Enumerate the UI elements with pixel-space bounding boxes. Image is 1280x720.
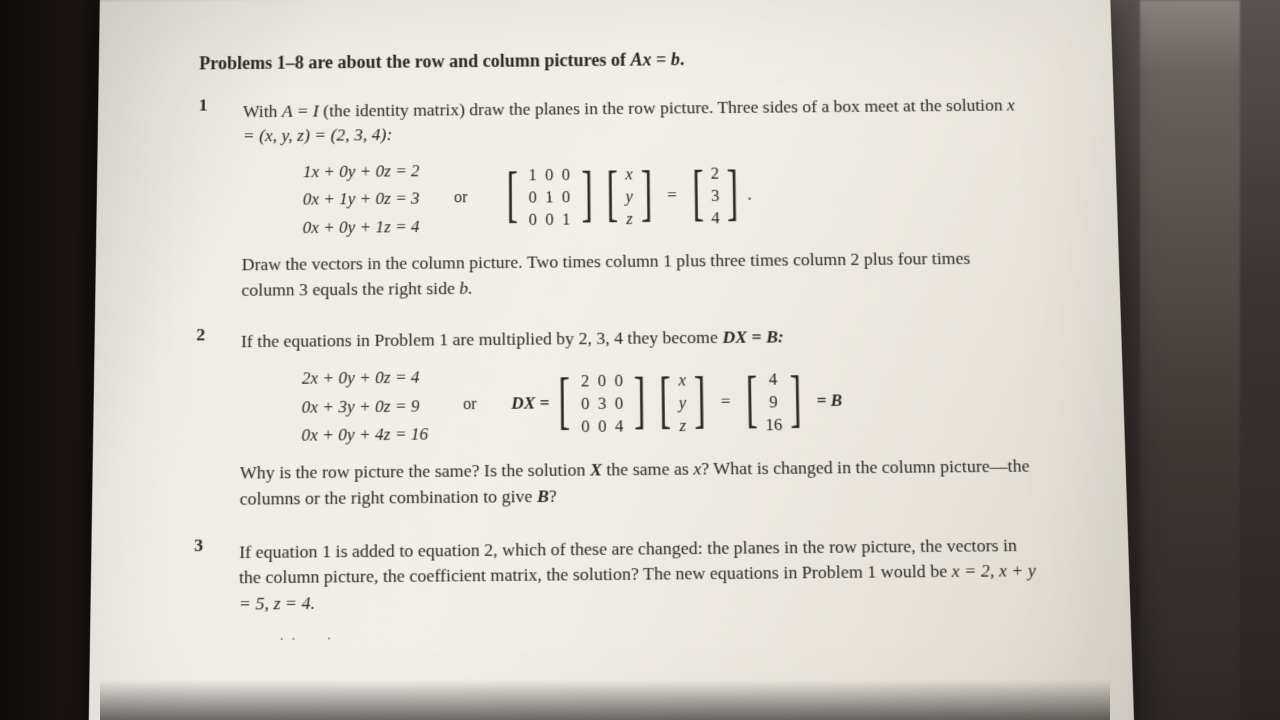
problem-2: 2 If the equations in Problem 1 are mult…	[194, 314, 1035, 520]
equals: =	[721, 391, 731, 411]
equation-system: 1x + 0y + 0z = 2 0x + 1y + 0z = 3 0x + 0…	[303, 157, 420, 241]
vector-b: [ 2 3 4 ]	[687, 162, 744, 230]
dx-equals: DX =	[511, 393, 549, 413]
problem-3: 3 If equation 1 is added to equation 2, …	[193, 523, 1039, 648]
problem-number: 2	[194, 321, 214, 520]
problem-1-equations: 1x + 0y + 0z = 2 0x + 1y + 0z = 3 0x + 0…	[303, 152, 1027, 241]
photo-scene: Problems 1–8 are about the row and colum…	[0, 0, 1280, 720]
equation-line: 0x + 0y + 4z = 16	[301, 420, 428, 449]
cutoff-text: . . .	[280, 618, 1039, 647]
text: Why is the row picture the same? Is the …	[240, 459, 590, 483]
section-header: Problems 1–8 are about the row and colum…	[199, 44, 1022, 77]
problem-2-followup: Why is the row picture the same? Is the …	[240, 453, 1035, 512]
equation-line: 0x + 1y + 0z = 3	[303, 185, 420, 214]
text: (the identity matrix) draw the planes in…	[319, 94, 1008, 120]
background-strip-light	[1140, 0, 1240, 720]
or-label: or	[454, 187, 468, 210]
problem-1-intro: With A = I (the identity matrix) draw th…	[243, 92, 1025, 149]
problem-number: 1	[197, 91, 217, 311]
text: the same as	[602, 458, 694, 480]
equals-B: = B	[816, 390, 842, 410]
math-inline: b.	[459, 277, 472, 298]
text: If equation 1 is added to equation 2, wh…	[239, 534, 1017, 588]
matrix-equation: DX = [ 2 0 0 0 3 0 0 0 4 ]	[511, 367, 849, 439]
equation-line: 0x + 3y + 0z = 9	[302, 391, 429, 420]
equation-line: 2x + 0y + 0z = 4	[302, 363, 429, 392]
vector-x: [ x y z ]	[601, 163, 657, 231]
text: If the equations in Problem 1 are multip…	[241, 327, 723, 352]
matrix-A: [ 1 0 0 0 1 0 0 0 1 ]	[502, 163, 598, 232]
equals: =	[667, 185, 677, 204]
problem-number: 3	[193, 531, 213, 649]
matrix-D: [ 2 0 0 0 3 0 0 0 4 ]	[554, 369, 651, 439]
math-inline: A = I	[282, 100, 319, 120]
problem-1: 1 With A = I (the identity matrix) draw …	[197, 84, 1029, 311]
vector-X: [ x y z ]	[654, 368, 711, 438]
problem-1-followup: Draw the vectors in the column picture. …	[241, 245, 1028, 303]
math-inline: DX = B:	[722, 326, 784, 347]
or-label: or	[463, 393, 477, 417]
vector-B: [ 4 9 16 ]	[740, 368, 806, 438]
problem-2-equations: 2x + 0y + 0z = 4 0x + 3y + 0z = 9 0x + 0…	[301, 358, 1033, 449]
math-inline: X	[590, 459, 602, 480]
period: .	[747, 184, 752, 203]
header-text: Problems 1–8 are about the row and colum…	[199, 49, 684, 73]
equation-line: 1x + 0y + 0z = 2	[303, 157, 420, 186]
matrix-equation: [ 1 0 0 0 1 0 0 0 1 ] [	[502, 162, 753, 232]
equation-line: 0x + 0y + 1z = 4	[303, 212, 420, 241]
paper: Problems 1–8 are about the row and colum…	[88, 0, 1135, 720]
text: ?	[549, 485, 557, 506]
text: With	[243, 100, 282, 120]
math-inline: B	[537, 485, 549, 506]
problem-3-text: If equation 1 is added to equation 2, wh…	[239, 532, 1038, 617]
problem-2-intro: If the equations in Problem 1 are multip…	[241, 322, 1030, 354]
text: Draw the vectors in the column picture. …	[241, 247, 970, 299]
equation-system: 2x + 0y + 0z = 4 0x + 3y + 0z = 9 0x + 0…	[301, 363, 428, 448]
